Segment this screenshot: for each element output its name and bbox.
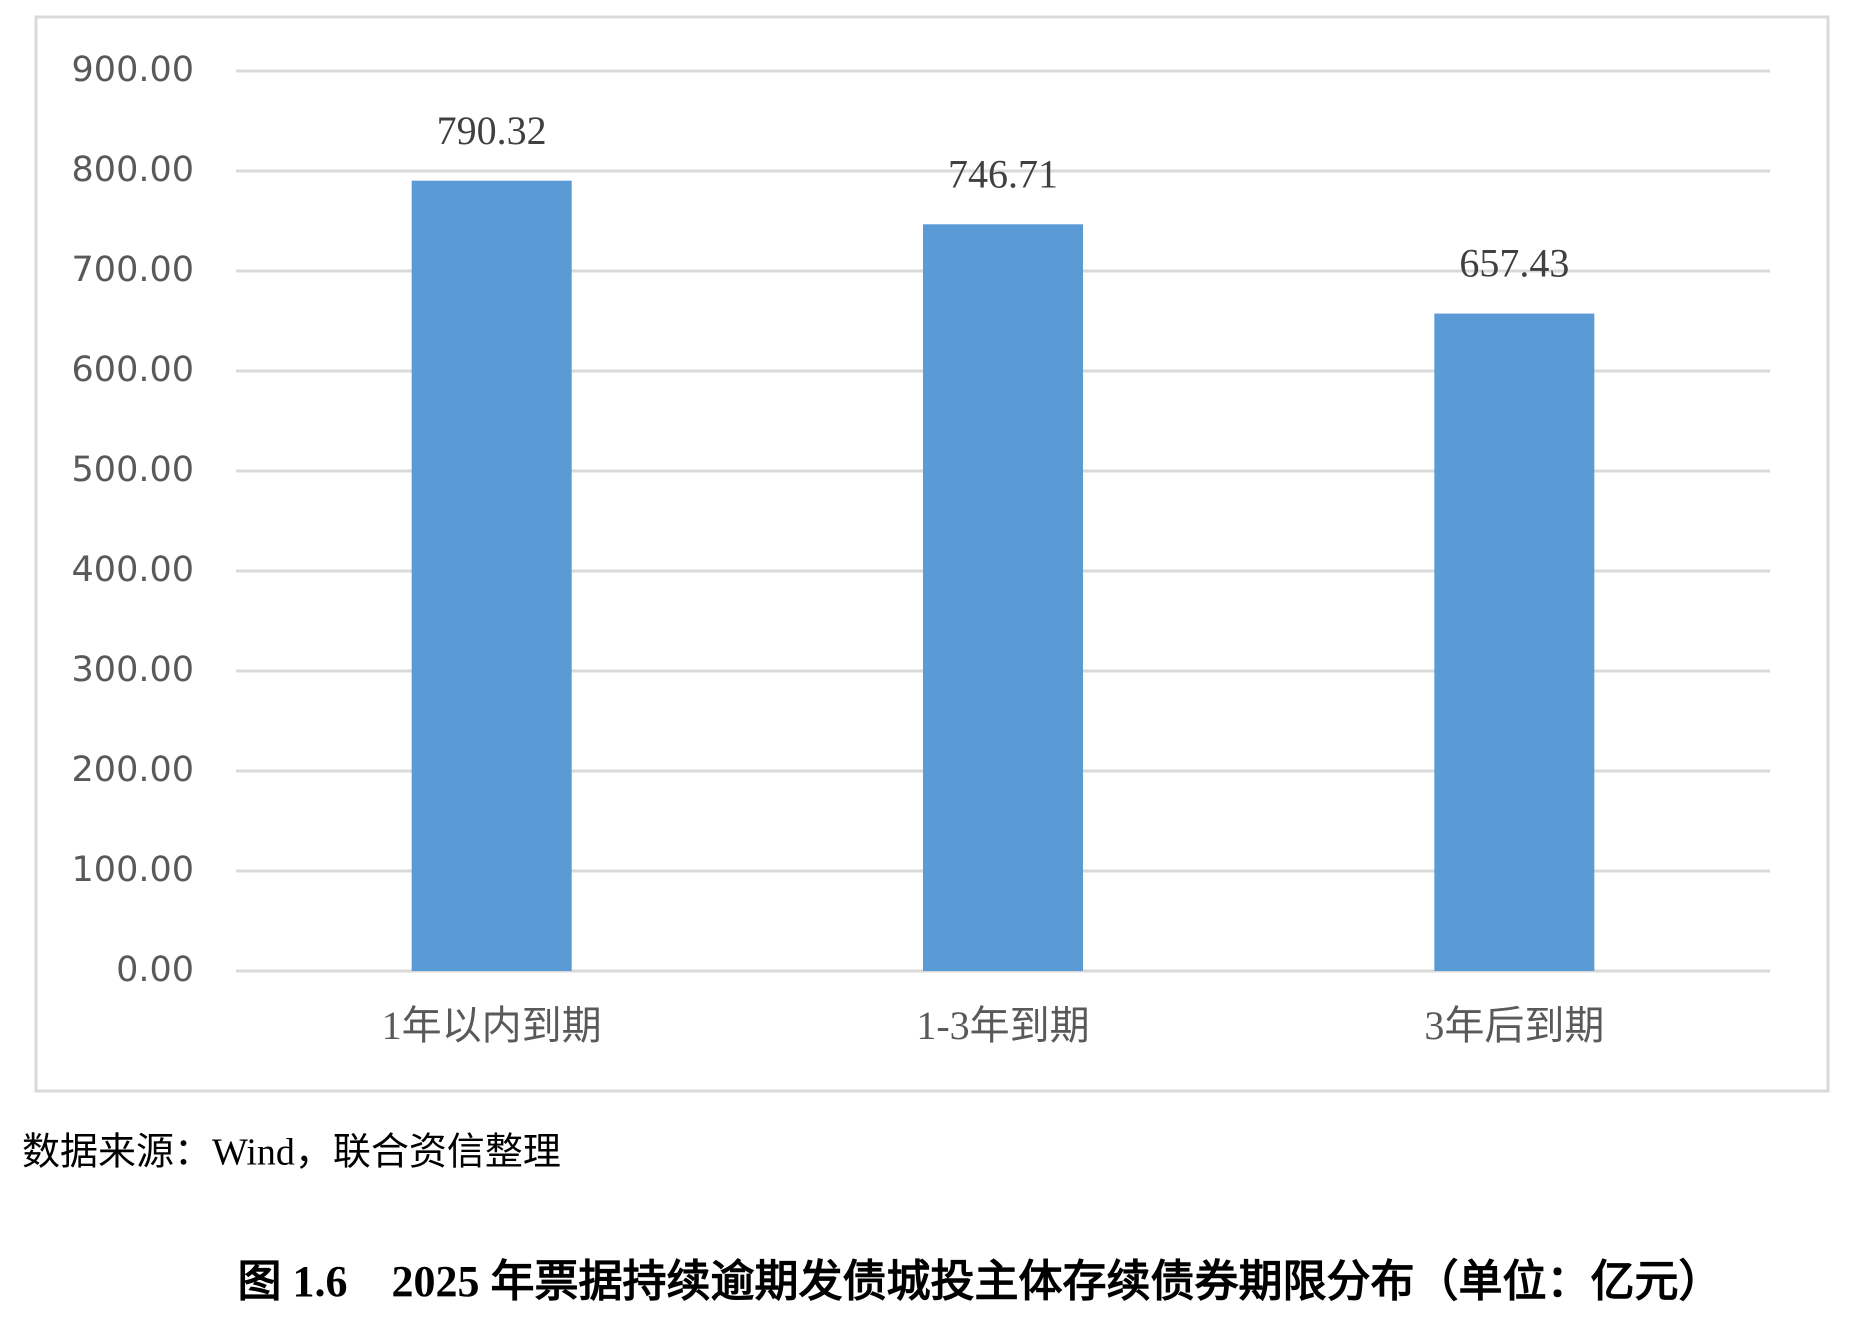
y-tick-label: 100.00 — [72, 850, 194, 890]
bar — [923, 224, 1083, 972]
y-tick-label: 0.00 — [116, 950, 194, 990]
x-tick-label: 1-3年到期 — [916, 1003, 1089, 1048]
y-tick-label: 500.00 — [72, 450, 194, 490]
y-tick-label: 700.00 — [72, 250, 194, 290]
y-tick-label: 800.00 — [72, 150, 194, 190]
bar — [411, 180, 572, 971]
value-label: 790.32 — [437, 108, 547, 153]
x-tick-label: 1年以内到期 — [382, 1003, 602, 1048]
y-tick-label: 600.00 — [72, 350, 194, 390]
x-tick-label: 3年后到期 — [1424, 1003, 1604, 1048]
y-tick-label: 300.00 — [72, 650, 194, 690]
value-label: 746.71 — [948, 151, 1058, 196]
y-tick-label: 400.00 — [72, 550, 194, 590]
value-label: 657.43 — [1459, 241, 1569, 286]
y-tick-label: 200.00 — [72, 750, 194, 790]
bar — [1434, 313, 1595, 971]
chart-caption: 图 1.6 2025 年票据持续逾期发债城投主体存续债券期限分布（单位：亿元） — [238, 1257, 1723, 1306]
y-tick-label: 900.00 — [72, 50, 194, 90]
source-note: 数据来源：Wind，联合资信整理 — [22, 1132, 561, 1174]
